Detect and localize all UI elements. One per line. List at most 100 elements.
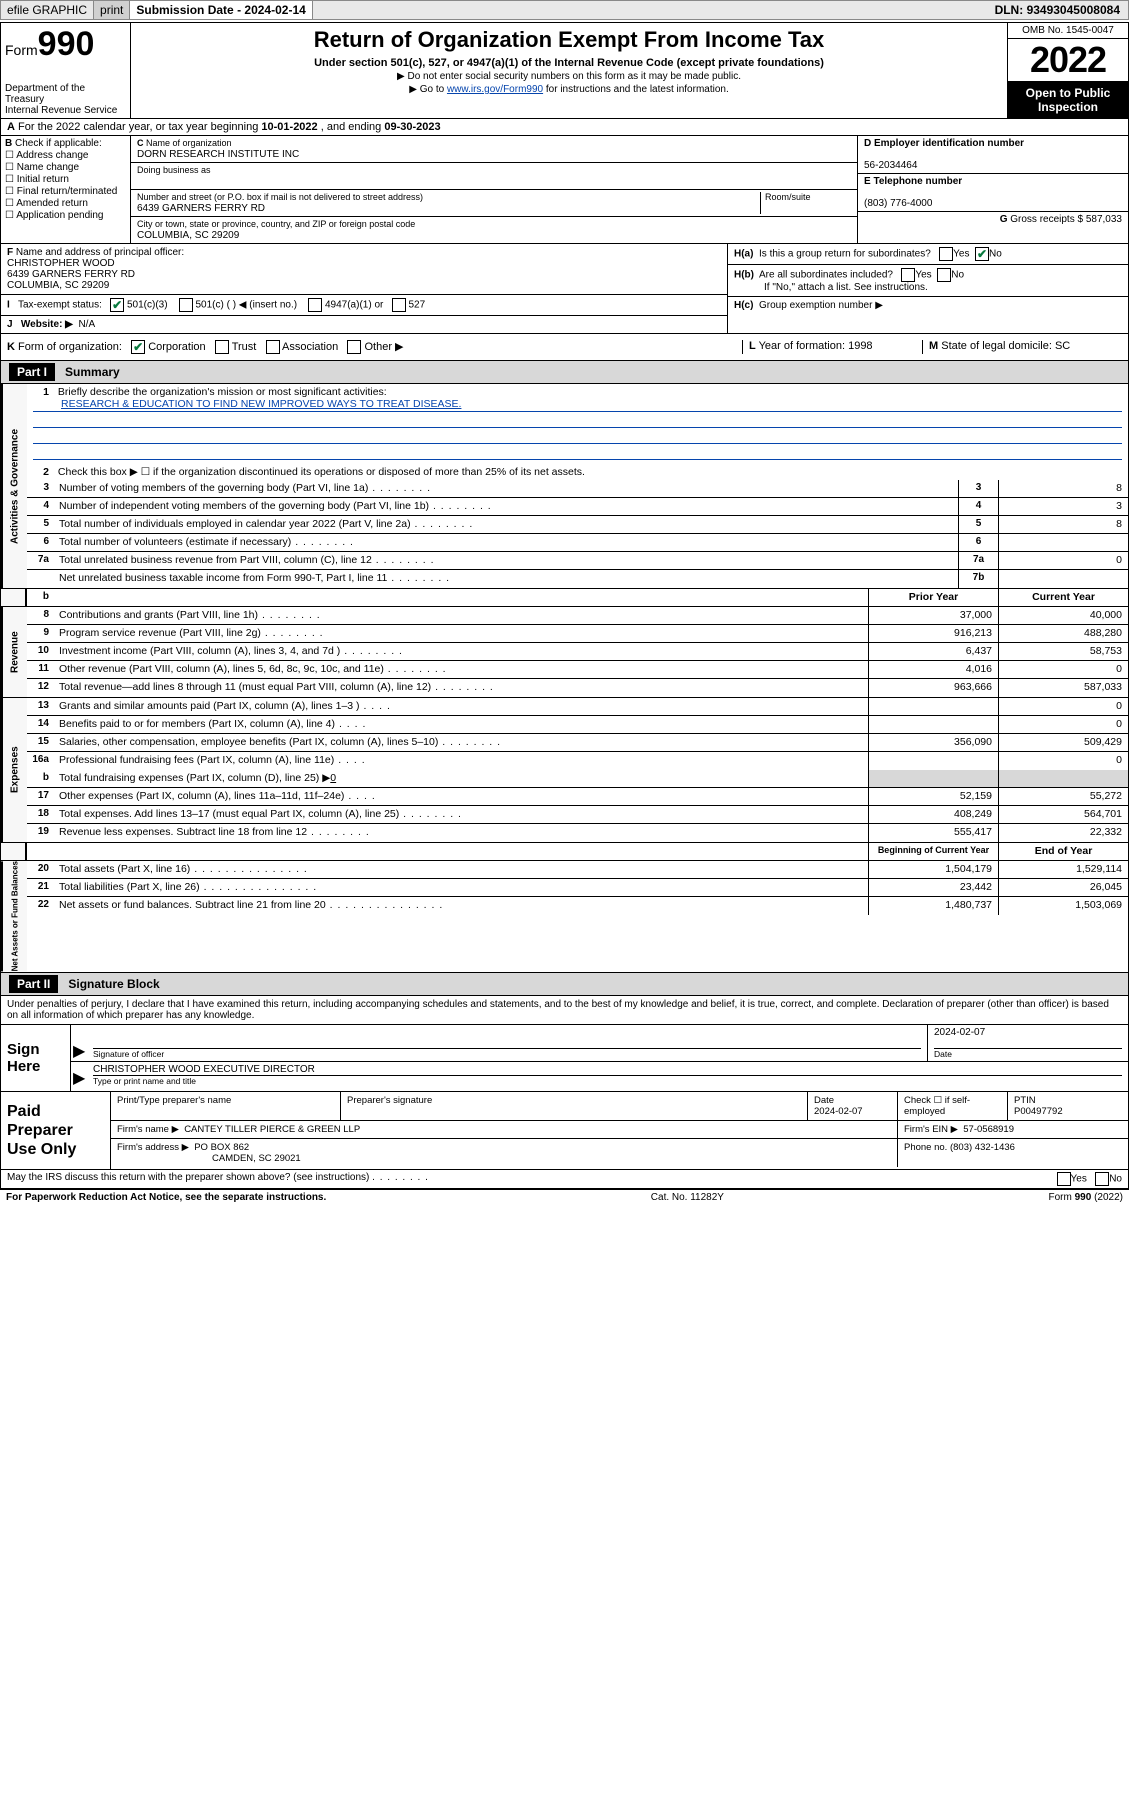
- line-2-num: 2: [33, 466, 55, 478]
- chk-trust[interactable]: [215, 340, 229, 354]
- ha-no[interactable]: ✔: [975, 247, 989, 261]
- line-9-text: Program service revenue (Part VIII, line…: [55, 625, 868, 642]
- line-15-num: 15: [27, 734, 55, 751]
- line-20-num: 20: [27, 861, 55, 878]
- firm-addr2: CAMDEN, SC 29021: [117, 1153, 301, 1164]
- col-b-checkboxes: B Check if applicable: ☐ Address change …: [1, 136, 131, 243]
- line-19-text: Revenue less expenses. Subtract line 18 …: [55, 824, 868, 842]
- line-7b-ref: 7b: [958, 570, 998, 588]
- line-5-text: Total number of individuals employed in …: [55, 516, 958, 533]
- ha-label: H(a): [734, 249, 753, 260]
- dln: DLN: 93493045008084: [987, 1, 1128, 19]
- dln-label: DLN:: [995, 3, 1027, 17]
- hb-no[interactable]: [937, 268, 951, 282]
- preparer-name-label: Print/Type preparer's name: [117, 1095, 231, 1106]
- line-9: 9 Program service revenue (Part VIII, li…: [27, 625, 1128, 643]
- city-state-zip: COLUMBIA, SC 29209: [137, 230, 239, 241]
- irs-link[interactable]: www.irs.gov/Form990: [447, 84, 543, 95]
- chk-name-change[interactable]: ☐ Name change: [5, 162, 126, 173]
- row-a-label: A: [7, 121, 15, 133]
- line-21-prior: 23,442: [868, 879, 998, 896]
- discuss-no[interactable]: [1095, 1172, 1109, 1186]
- tax-year-begin: 10-01-2022: [261, 121, 317, 133]
- line-13-text: Grants and similar amounts paid (Part IX…: [55, 698, 868, 715]
- row-a-tax-year: A For the 2022 calendar year, or tax yea…: [1, 119, 1128, 136]
- j-label: J: [7, 319, 13, 330]
- chk-4947[interactable]: [308, 298, 322, 312]
- mission-statement[interactable]: RESEARCH & EDUCATION TO FIND NEW IMPROVE…: [61, 398, 461, 410]
- line-12-text: Total revenue—add lines 8 through 11 (mu…: [55, 679, 868, 697]
- chk-application-pending[interactable]: ☐ Application pending: [5, 210, 126, 221]
- submission-date: Submission Date - 2024-02-14: [130, 1, 312, 19]
- line-5-ref: 5: [958, 516, 998, 533]
- hb-label: H(b): [734, 270, 754, 281]
- line-1-mission: 1 Briefly describe the organization's mi…: [27, 384, 1128, 464]
- line-8-prior: 37,000: [868, 607, 998, 624]
- line-12-num: 12: [27, 679, 55, 697]
- ptin-label: PTIN: [1014, 1095, 1036, 1106]
- preparer-sig-label: Preparer's signature: [347, 1095, 432, 1106]
- ha-yes[interactable]: [939, 247, 953, 261]
- line-17-prior: 52,159: [868, 788, 998, 805]
- side-revenue: Revenue: [1, 607, 27, 697]
- row-klm: K Form of organization: ✔ Corporation Tr…: [1, 334, 1128, 361]
- line-14-curr: 0: [998, 716, 1128, 733]
- line-5: 5 Total number of individuals employed i…: [27, 516, 1128, 534]
- line-18-curr: 564,701: [998, 806, 1128, 823]
- chk-other[interactable]: [347, 340, 361, 354]
- col-c-org-info: C Name of organization DORN RESEARCH INS…: [131, 136, 858, 243]
- sign-here-label: Sign Here: [1, 1025, 71, 1091]
- discuss-yes[interactable]: [1057, 1172, 1071, 1186]
- line-11: 11 Other revenue (Part VIII, column (A),…: [27, 661, 1128, 679]
- firm-ein: 57-0568919: [963, 1124, 1014, 1135]
- col-c-label: C: [137, 138, 144, 148]
- dba-label: Doing business as: [137, 165, 211, 175]
- line-14-text: Benefits paid to or for members (Part IX…: [55, 716, 868, 733]
- gross-receipts-value: 587,033: [1086, 214, 1122, 225]
- col-d-ein: D Employer identification number 56-2034…: [858, 136, 1128, 243]
- chk-final-return[interactable]: ☐ Final return/terminated: [5, 186, 126, 197]
- line-15: 15 Salaries, other compensation, employe…: [27, 734, 1128, 752]
- row-i-tax-status: I Tax-exempt status: ✔ 501(c)(3) 501(c) …: [1, 295, 727, 316]
- chk-initial-return[interactable]: ☐ Initial return: [5, 174, 126, 185]
- line-6-num: 6: [27, 534, 55, 551]
- hb-text: Are all subordinates included?: [759, 270, 893, 281]
- open-to-public: Open to Public Inspection: [1008, 82, 1128, 118]
- line-6-text: Total number of volunteers (estimate if …: [55, 534, 958, 551]
- line-8-curr: 40,000: [998, 607, 1128, 624]
- side-expenses: Expenses: [1, 698, 27, 842]
- chk-corporation[interactable]: ✔: [131, 340, 145, 354]
- line-14-num: 14: [27, 716, 55, 733]
- line-12: 12 Total revenue—add lines 8 through 11 …: [27, 679, 1128, 697]
- line-22-prior: 1,480,737: [868, 897, 998, 915]
- chk-501c[interactable]: [179, 298, 193, 312]
- 527-label: 527: [408, 300, 425, 311]
- line-5-num: 5: [27, 516, 55, 533]
- i-label: I: [7, 300, 10, 311]
- form-ref: Form 990 (2022): [1049, 1192, 1123, 1203]
- line-21-text: Total liabilities (Part X, line 26): [55, 879, 868, 896]
- preparer-date-label: Date: [814, 1095, 834, 1106]
- print-button[interactable]: print: [94, 1, 130, 19]
- printed-name-label: Type or print name and title: [93, 1076, 196, 1086]
- line-21-curr: 26,045: [998, 879, 1128, 896]
- row-hb: H(b) Are all subordinates included? Yes …: [728, 265, 1128, 297]
- line-3: 3 Number of voting members of the govern…: [27, 480, 1128, 498]
- chk-association[interactable]: [266, 340, 280, 354]
- b-marker: b: [27, 589, 55, 606]
- line-2-text: Check this box ▶ ☐ if the organization d…: [58, 466, 585, 478]
- chk-address-change[interactable]: ☐ Address change: [5, 150, 126, 161]
- m-label: M: [929, 340, 938, 352]
- line-7b-num: [27, 570, 55, 588]
- org-name-label: Name of organization: [146, 138, 232, 148]
- line-21-num: 21: [27, 879, 55, 896]
- chk-amended-return[interactable]: ☐ Amended return: [5, 198, 126, 209]
- line-15-prior: 356,090: [868, 734, 998, 751]
- sig-officer-label: Signature of officer: [93, 1049, 164, 1059]
- chk-527[interactable]: [392, 298, 406, 312]
- chk-501c3[interactable]: ✔: [110, 298, 124, 312]
- line-2: 2 Check this box ▶ ☐ if the organization…: [27, 464, 1128, 480]
- room-label: Room/suite: [765, 192, 811, 202]
- firm-addr-label: Firm's address ▶: [117, 1142, 189, 1153]
- hb-yes[interactable]: [901, 268, 915, 282]
